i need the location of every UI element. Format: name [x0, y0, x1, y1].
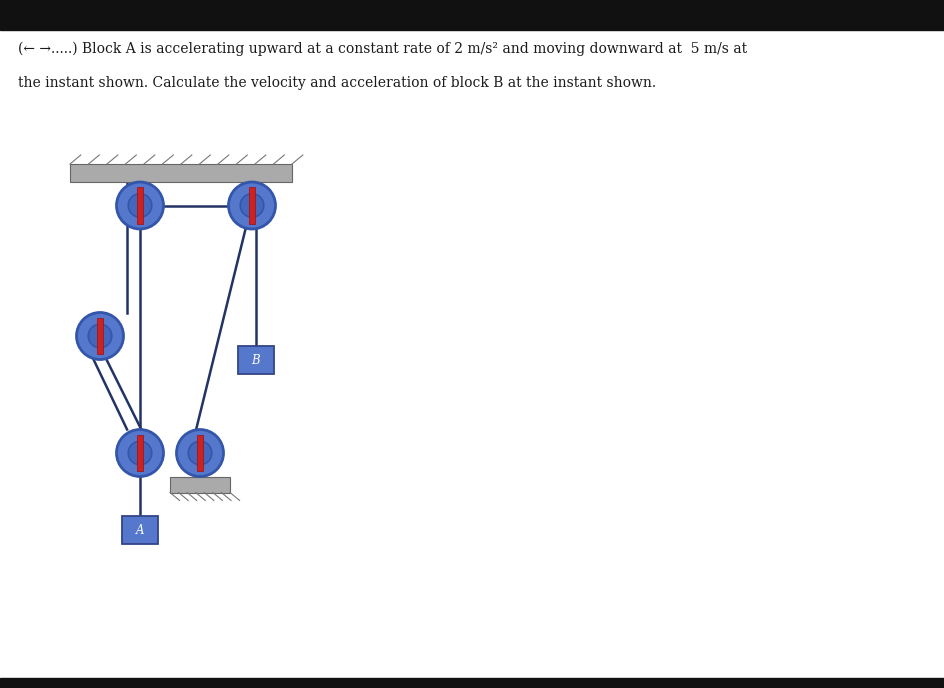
Circle shape: [116, 182, 163, 229]
Bar: [0, 678, 944, 688]
Circle shape: [116, 429, 163, 477]
Circle shape: [177, 429, 224, 477]
Bar: [0, 0, 944, 30]
Bar: [238, 346, 274, 374]
Circle shape: [128, 441, 152, 465]
Bar: [122, 516, 158, 544]
Bar: [70, 164, 292, 182]
Bar: [196, 435, 203, 471]
Bar: [96, 318, 103, 354]
Text: B: B: [251, 354, 260, 367]
Bar: [248, 187, 255, 224]
Text: A: A: [136, 524, 144, 537]
Text: (← →.....) Block A is accelerating upward at a constant rate of 2 m/s² and movin: (← →.....) Block A is accelerating upwar…: [18, 42, 747, 56]
Circle shape: [88, 324, 111, 347]
Bar: [170, 477, 229, 493]
Circle shape: [188, 441, 211, 465]
Text: the instant shown. Calculate the velocity and acceleration of block B at the ins: the instant shown. Calculate the velocit…: [18, 76, 655, 90]
Circle shape: [228, 182, 276, 229]
Bar: [137, 187, 143, 224]
Bar: [137, 435, 143, 471]
Circle shape: [76, 312, 124, 360]
Circle shape: [240, 194, 263, 217]
Circle shape: [128, 194, 152, 217]
